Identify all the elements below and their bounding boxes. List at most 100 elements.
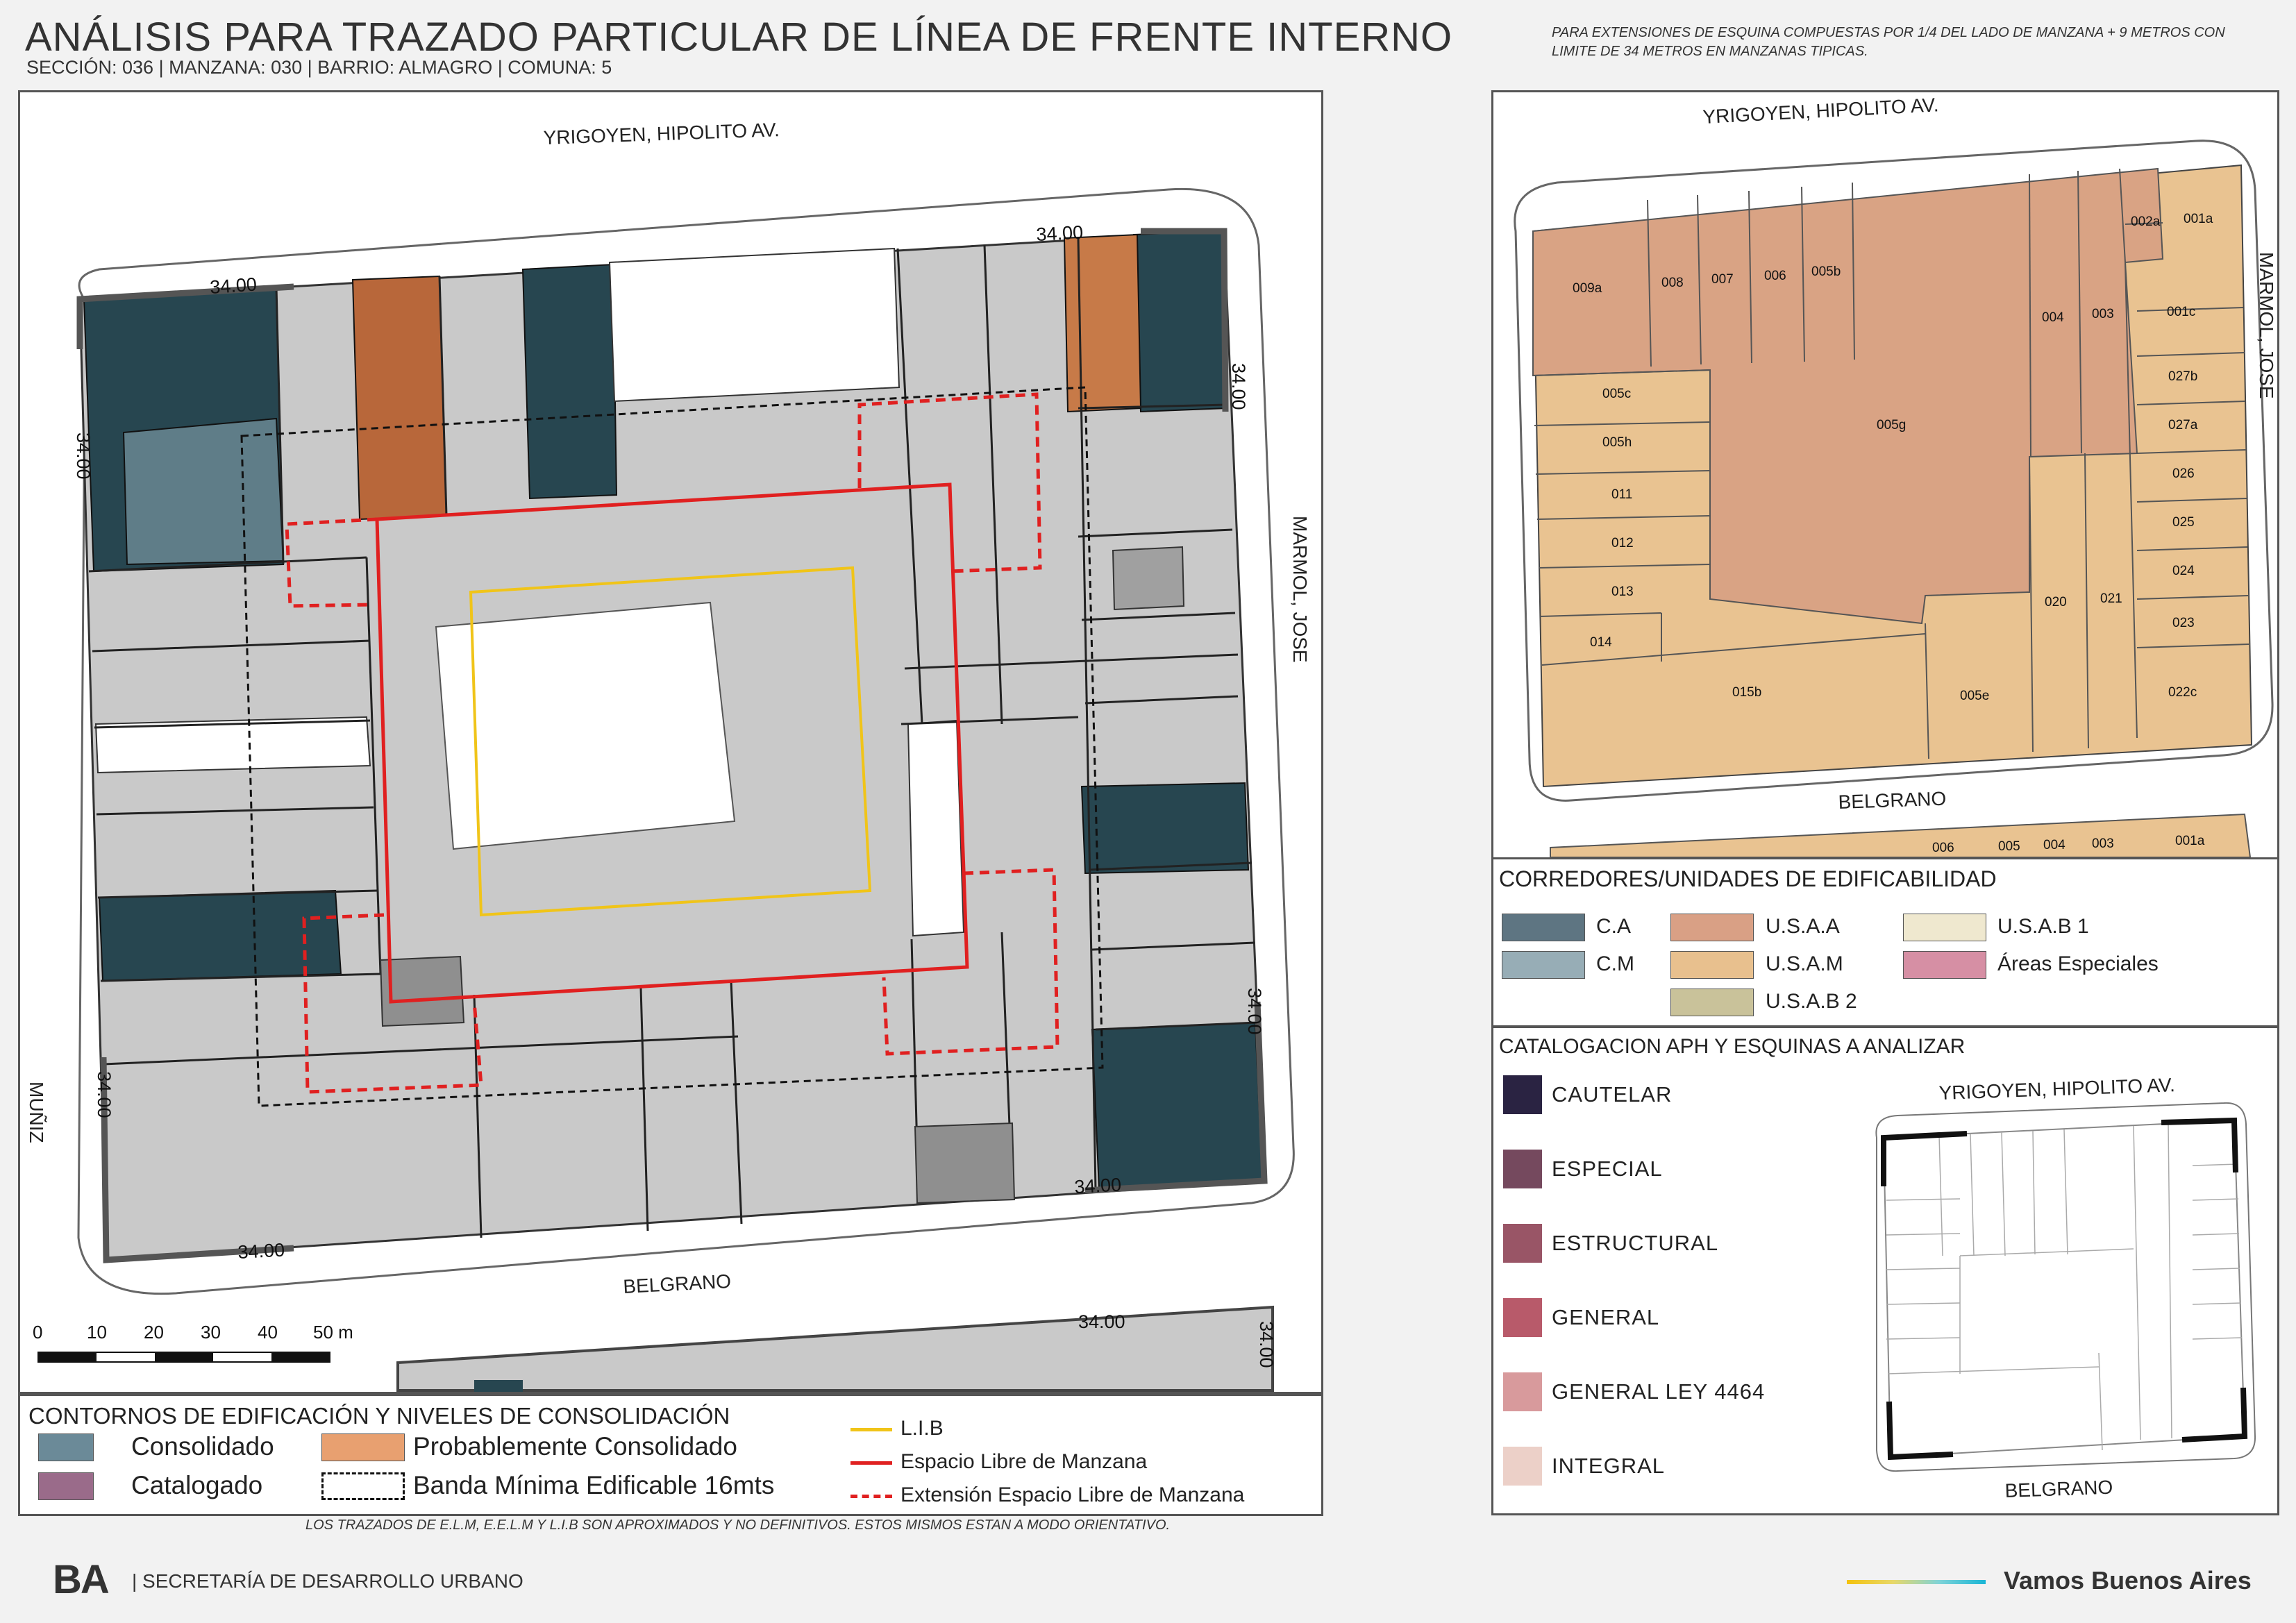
parcel-division-lines [1532, 168, 2249, 759]
parcel-027b: 027b [2168, 369, 2197, 384]
parcel-map-panel[interactable]: 009a 008 007 006 005b 004 003 002a 001a … [1491, 90, 2279, 859]
main-legend-title: CONTORNOS DE EDIFICACIÓN Y NIVELES DE CO… [28, 1403, 730, 1429]
parcel-002a: 002a [2131, 215, 2161, 229]
swatch-general-ley [1503, 1372, 1542, 1411]
banda-minima-outline [240, 386, 1104, 1107]
parcel-001a: 001a [2184, 212, 2213, 226]
south-strip-labels: 006 005 004 003 001a [1932, 834, 2205, 855]
scale-bar: 0 10 20 30 40 50 m [33, 1322, 353, 1363]
central-white [435, 601, 736, 850]
legend-catalogado: Catalogado [131, 1471, 263, 1499]
south-neighbor-consolidated [474, 1380, 523, 1392]
parcel-gray-3 [1112, 546, 1185, 611]
legend-areas-especiales: Áreas Especiales [1997, 952, 2159, 975]
legend-usaa: U.S.A.A [1766, 915, 1840, 938]
parcel-street-north: YRIGOYEN, HIPOLITO AV. [1702, 94, 1939, 128]
consolidated-nw-light [122, 417, 285, 566]
dim-label-ne-v: 34.00 [1228, 363, 1249, 410]
mini-street-south: BELGRANO [2004, 1477, 2113, 1502]
mini-corner-markers [1881, 1117, 2248, 1461]
swatch-especial [1503, 1150, 1542, 1188]
swatch-probablemente-consolidado [321, 1433, 405, 1461]
street-south: BELGRANO [623, 1270, 732, 1297]
dim-label-sw-v: 34.00 [94, 1071, 115, 1118]
strip-003: 003 [2092, 836, 2114, 851]
swatch-cautelar [1503, 1075, 1542, 1114]
strip-006: 006 [1932, 841, 1954, 855]
parcel-005h: 005h [1602, 435, 1632, 450]
mini-parcel-lines [1886, 1123, 2243, 1451]
parcel-gray-2 [914, 1122, 1016, 1204]
parcel-005e: 005e [1960, 689, 1989, 703]
street-east: MARMOL, JOSE [1289, 516, 1311, 663]
legend-estructural: ESTRUCTURAL [1552, 1231, 1719, 1255]
parcel-005g: 005g [1877, 418, 1906, 432]
swatch-cm [1502, 951, 1585, 979]
parcel-027a: 027a [2168, 418, 2198, 432]
block-edge-markers [76, 228, 1268, 1263]
consolidated-n [521, 263, 618, 500]
parcel-008: 008 [1661, 276, 1684, 290]
parcel-024: 024 [2172, 564, 2195, 578]
parcel-023: 023 [2172, 616, 2195, 630]
legend-cautelar: CAUTELAR [1552, 1082, 1673, 1107]
swatch-consolidado [38, 1433, 94, 1461]
legend-usam: U.S.A.M [1766, 952, 1843, 975]
catalogacion-title: CATALOGACION APH Y ESQUINAS A ANALIZAR [1499, 1035, 1966, 1058]
dim-label-sw-h: 34.00 [237, 1239, 285, 1262]
legend-integral: INTEGRAL [1552, 1454, 1666, 1478]
parcel-south-strip [1550, 813, 2252, 857]
dim-label-nw-v: 34.00 [73, 432, 94, 480]
scale-tick-30: 30 [201, 1322, 221, 1343]
strip-001a: 001a [2175, 834, 2205, 848]
parcel-022c: 022c [2168, 685, 2197, 700]
parcel-005b: 005b [1811, 264, 1841, 279]
street-north: YRIGOYEN, HIPOLITO AV. [543, 119, 780, 149]
catalogacion-legend-panel: CATALOGACION APH Y ESQUINAS A ANALIZAR C… [1491, 1026, 2279, 1515]
corredores-title: CORREDORES/UNIDADES DE EDIFICABILIDAD [1499, 866, 1997, 891]
legend-probablemente-consolidado: Probablemente Consolidado [413, 1432, 737, 1461]
lib-line [469, 566, 872, 917]
consolidated-ne [1132, 230, 1229, 413]
legend-lib: L.I.B [900, 1417, 944, 1440]
mini-block [1882, 1119, 2246, 1458]
legend-consolidado: Consolidado [131, 1432, 274, 1461]
parcel-003: 003 [2092, 307, 2114, 321]
parcel-street-east: MARMOL, JOSE [2256, 252, 2277, 399]
mini-map[interactable]: YRIGOYEN, HIPOLITO AV. [1856, 1061, 2272, 1513]
dim-label-ne-h: 34.00 [1036, 221, 1084, 244]
parcel-gray-1 [379, 955, 465, 1027]
parcel-026: 026 [2172, 466, 2195, 481]
espacio-libre-manzana [375, 482, 969, 1004]
slogan-line [1847, 1580, 1986, 1584]
consolidated-e [1080, 782, 1250, 875]
legend-eelm: Extensión Espacio Libre de Manzana [900, 1483, 1245, 1506]
swatch-integral [1503, 1447, 1542, 1486]
legend-ca: C.A [1596, 915, 1632, 938]
disclaimer: LOS TRAZADOS DE E.L.M, E.E.L.M Y L.I.B S… [305, 1517, 1171, 1533]
scale-tick-40: 40 [258, 1322, 278, 1343]
parcel-009a: 009a [1573, 281, 1602, 296]
scale-tick-50: 50 m [313, 1322, 353, 1343]
south-neighbor-block [396, 1305, 1274, 1392]
scale-tick-10: 10 [87, 1322, 107, 1343]
swatch-usab1 [1903, 914, 1986, 941]
probably-consolidated-n1 [351, 275, 448, 521]
main-map-panel[interactable]: 34.00 34.00 34.00 34.00 34.00 34.00 34.0… [18, 90, 1323, 1394]
consolidated-se [1091, 1021, 1264, 1191]
probably-consolidated-n2 [1063, 233, 1142, 413]
line-lib [850, 1428, 892, 1431]
parcel-005c: 005c [1602, 387, 1631, 401]
parcel-map: 009a 008 007 006 005b 004 003 002a 001a … [1514, 94, 2277, 857]
dim-label-se-v: 34.00 [1244, 988, 1265, 1035]
parcel-020: 020 [2045, 595, 2067, 609]
page-title: ANÁLISIS PARA TRAZADO PARTICULAR DE LÍNE… [25, 15, 1453, 60]
parcel-012: 012 [1611, 536, 1634, 550]
parcel-014: 014 [1590, 635, 1612, 650]
parcel-025: 025 [2172, 515, 2195, 530]
parcel-white-e [907, 719, 965, 937]
extension-note: PARA EXTENSIONES DE ESQUINA COMPUESTAS P… [1552, 25, 2225, 59]
swatch-banda-minima [321, 1472, 405, 1500]
parcel-015b: 015b [1732, 685, 1761, 700]
swatch-usam [1670, 951, 1754, 979]
